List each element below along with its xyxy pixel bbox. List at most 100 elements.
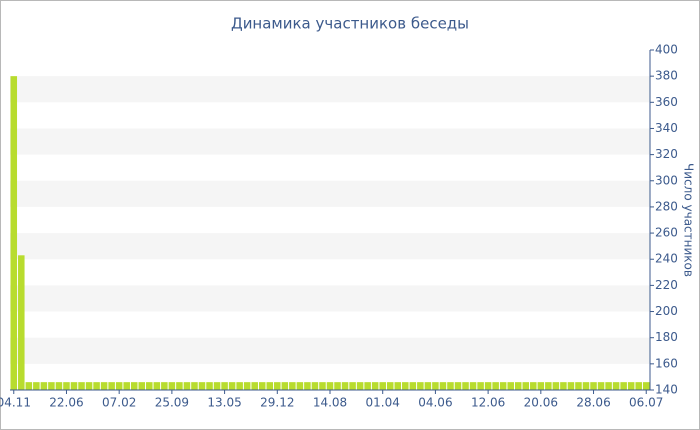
grid-band — [10, 128, 650, 155]
bar — [63, 382, 70, 390]
bar — [85, 382, 93, 390]
bar — [424, 382, 432, 390]
grid-band — [10, 180, 650, 207]
bar — [605, 382, 612, 390]
bar — [364, 382, 371, 390]
bar — [447, 382, 454, 390]
bar — [597, 382, 605, 390]
x-tick-label: 14.08 — [313, 396, 347, 410]
bar — [499, 382, 507, 390]
bar — [153, 382, 161, 390]
x-tick-label: 13.05 — [207, 396, 241, 410]
bar — [567, 382, 575, 390]
x-tick-label: 04.06 — [418, 396, 452, 410]
bar — [25, 382, 33, 390]
bar — [514, 382, 522, 390]
bar — [108, 382, 115, 390]
bar — [183, 382, 191, 390]
bar — [296, 382, 304, 390]
x-tick-label: 07.02 — [102, 396, 136, 410]
grid-band — [10, 337, 650, 364]
bar — [552, 382, 560, 390]
bar — [612, 382, 620, 390]
bar — [191, 382, 198, 390]
bar — [394, 382, 402, 390]
bar — [33, 382, 40, 390]
bar — [221, 382, 228, 390]
bar — [168, 382, 176, 390]
bar — [341, 382, 349, 390]
x-tick-label: 04.11 — [0, 396, 31, 410]
bar — [198, 382, 206, 390]
bar — [10, 76, 18, 391]
bar — [642, 382, 650, 390]
y-tick-label: 220 — [655, 278, 678, 292]
bar — [454, 382, 462, 390]
x-tick-label: 22.06 — [49, 396, 83, 410]
y-tick-label: 140 — [655, 383, 678, 397]
bar — [100, 382, 108, 390]
y-tick-label: 320 — [655, 147, 678, 161]
bar — [560, 382, 567, 390]
bar — [274, 382, 281, 390]
bar — [319, 382, 326, 390]
bar — [537, 382, 545, 390]
y-tick-label: 280 — [655, 199, 678, 213]
bar — [213, 382, 221, 390]
x-tick-label: 29.12 — [260, 396, 294, 410]
x-tick-label: 25.09 — [155, 396, 189, 410]
y-tick-label: 360 — [655, 95, 678, 109]
grid-band — [10, 285, 650, 312]
bar — [530, 382, 537, 390]
bar — [243, 382, 251, 390]
bar — [417, 382, 424, 390]
bar — [432, 382, 439, 390]
bar — [266, 382, 274, 390]
y-tick-label: 200 — [655, 304, 678, 318]
bar — [304, 382, 311, 390]
bar — [627, 382, 635, 390]
bar — [161, 382, 168, 390]
x-tick-label: 12.06 — [471, 396, 505, 410]
bar — [590, 382, 597, 390]
bar — [439, 382, 447, 390]
y-tick-label: 300 — [655, 173, 678, 187]
bar — [123, 382, 130, 390]
bar — [311, 382, 319, 390]
bar — [55, 382, 63, 390]
bar — [582, 382, 590, 390]
x-tick-label: 20.06 — [524, 396, 558, 410]
y-axis-label: Число участников — [682, 163, 696, 277]
bar — [251, 382, 258, 390]
bar — [48, 382, 55, 390]
bar — [206, 382, 213, 390]
bar — [492, 382, 499, 390]
bar — [356, 382, 364, 390]
x-tick-label: 01.04 — [366, 396, 400, 410]
bar — [469, 382, 477, 390]
bar — [70, 382, 78, 390]
bar — [379, 382, 386, 390]
y-tick-label: 380 — [655, 69, 678, 83]
bar — [18, 255, 25, 390]
chart-title: Динамика участников беседы — [231, 15, 469, 33]
bar — [78, 382, 85, 390]
bar — [371, 382, 379, 390]
grid-band — [10, 76, 650, 103]
bar — [115, 382, 123, 390]
bar — [326, 382, 334, 390]
bar — [522, 382, 530, 390]
y-tick-label: 260 — [655, 226, 678, 240]
bar — [462, 382, 469, 390]
y-tick-label: 160 — [655, 356, 678, 370]
bar — [575, 382, 582, 390]
bar — [507, 382, 514, 390]
bar — [281, 382, 289, 390]
bar — [635, 382, 642, 390]
x-tick-label: 06.07 — [629, 396, 663, 410]
bar — [484, 382, 492, 390]
grid-band — [10, 233, 650, 260]
x-tick-label: 28.06 — [576, 396, 610, 410]
